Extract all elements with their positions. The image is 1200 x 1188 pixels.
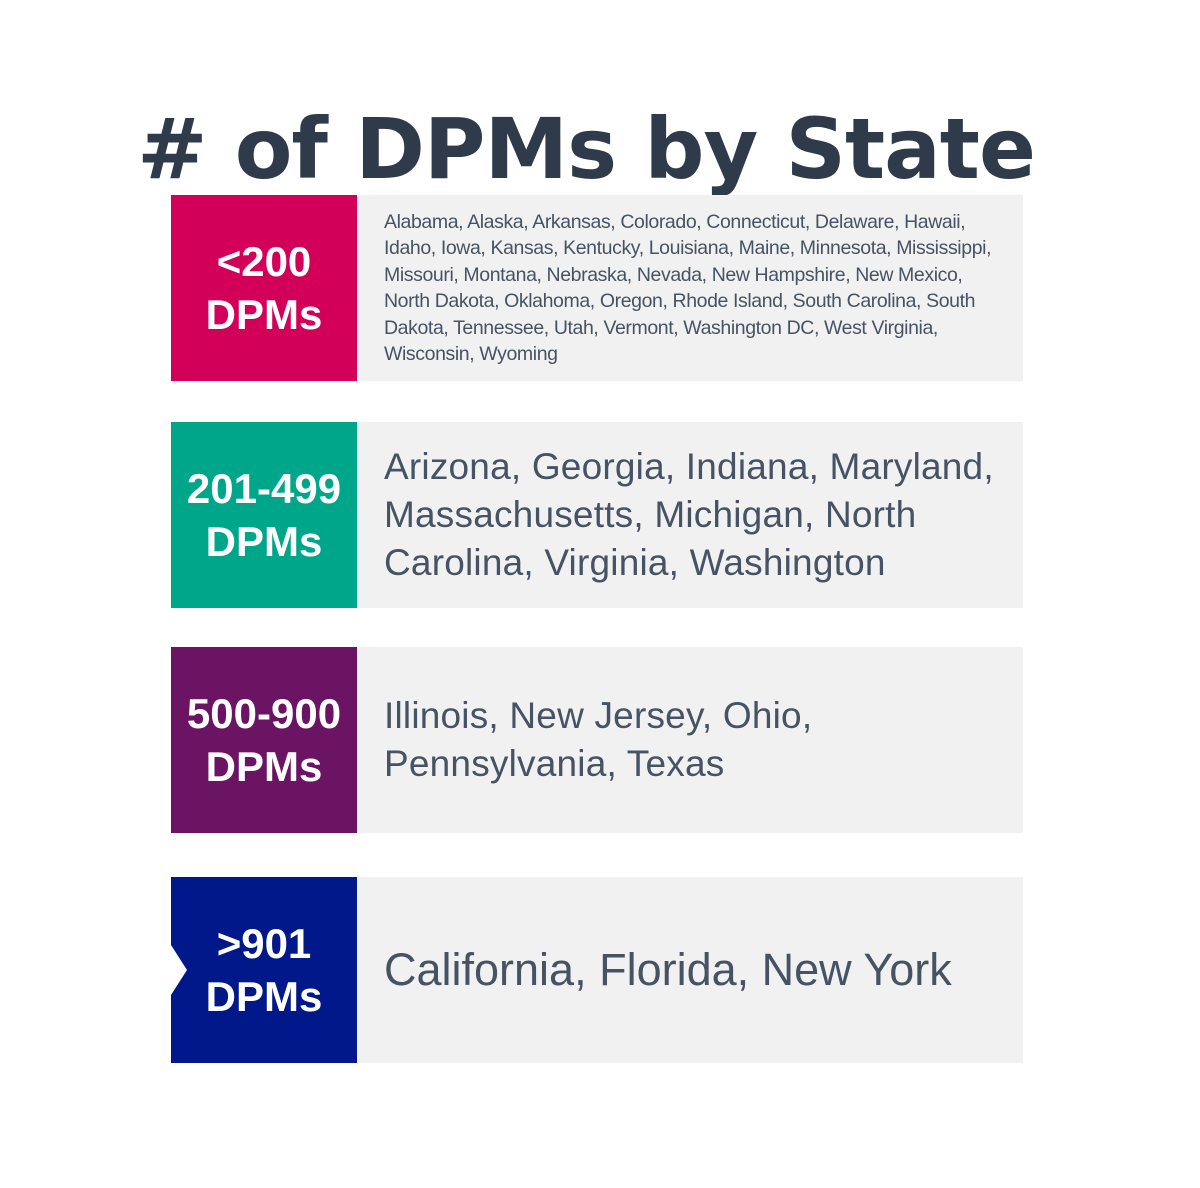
tier-range: <200	[216, 238, 312, 285]
tier-row-over-901: >901 DPMs California, Florida, New York	[171, 877, 1023, 1063]
badge-notch	[171, 945, 187, 995]
tier-badge-over-901: >901 DPMs	[171, 877, 357, 1063]
tier-states-panel: Arizona, Georgia, Indiana, Maryland, Mas…	[357, 422, 1023, 608]
tier-states-panel: California, Florida, New York	[357, 877, 1023, 1063]
tier-states-list: Alabama, Alaska, Arkansas, Colorado, Con…	[384, 210, 992, 366]
tier-states-panel: Alabama, Alaska, Arkansas, Colorado, Con…	[357, 195, 1023, 381]
tier-unit: DPMs	[205, 291, 323, 338]
tier-unit: DPMs	[205, 518, 323, 565]
tier-unit: DPMs	[205, 973, 323, 1020]
tier-range: >901	[216, 920, 312, 967]
tier-range: 500-900	[186, 690, 342, 737]
tier-unit: DPMs	[205, 743, 323, 790]
tier-badge-500-900: 500-900 DPMs	[171, 647, 357, 833]
tier-range: 201-499	[186, 465, 342, 512]
tier-row-under-200: <200 DPMs Alabama, Alaska, Arkansas, Col…	[171, 195, 1023, 381]
tier-states-list: California, Florida, New York	[384, 944, 952, 995]
page-title: # of DPMs by State	[137, 100, 1036, 199]
tier-states-list: Illinois, New Jersey, Ohio, Pennsylvania…	[384, 695, 813, 784]
tier-states-panel: Illinois, New Jersey, Ohio, Pennsylvania…	[357, 647, 1023, 833]
tier-badge-under-200: <200 DPMs	[171, 195, 357, 381]
tier-badge-201-499: 201-499 DPMs	[171, 422, 357, 608]
tier-states-list: Arizona, Georgia, Indiana, Maryland, Mas…	[384, 446, 994, 583]
tier-row-500-900: 500-900 DPMs Illinois, New Jersey, Ohio,…	[171, 647, 1023, 833]
tier-row-201-499: 201-499 DPMs Arizona, Georgia, Indiana, …	[171, 422, 1023, 608]
